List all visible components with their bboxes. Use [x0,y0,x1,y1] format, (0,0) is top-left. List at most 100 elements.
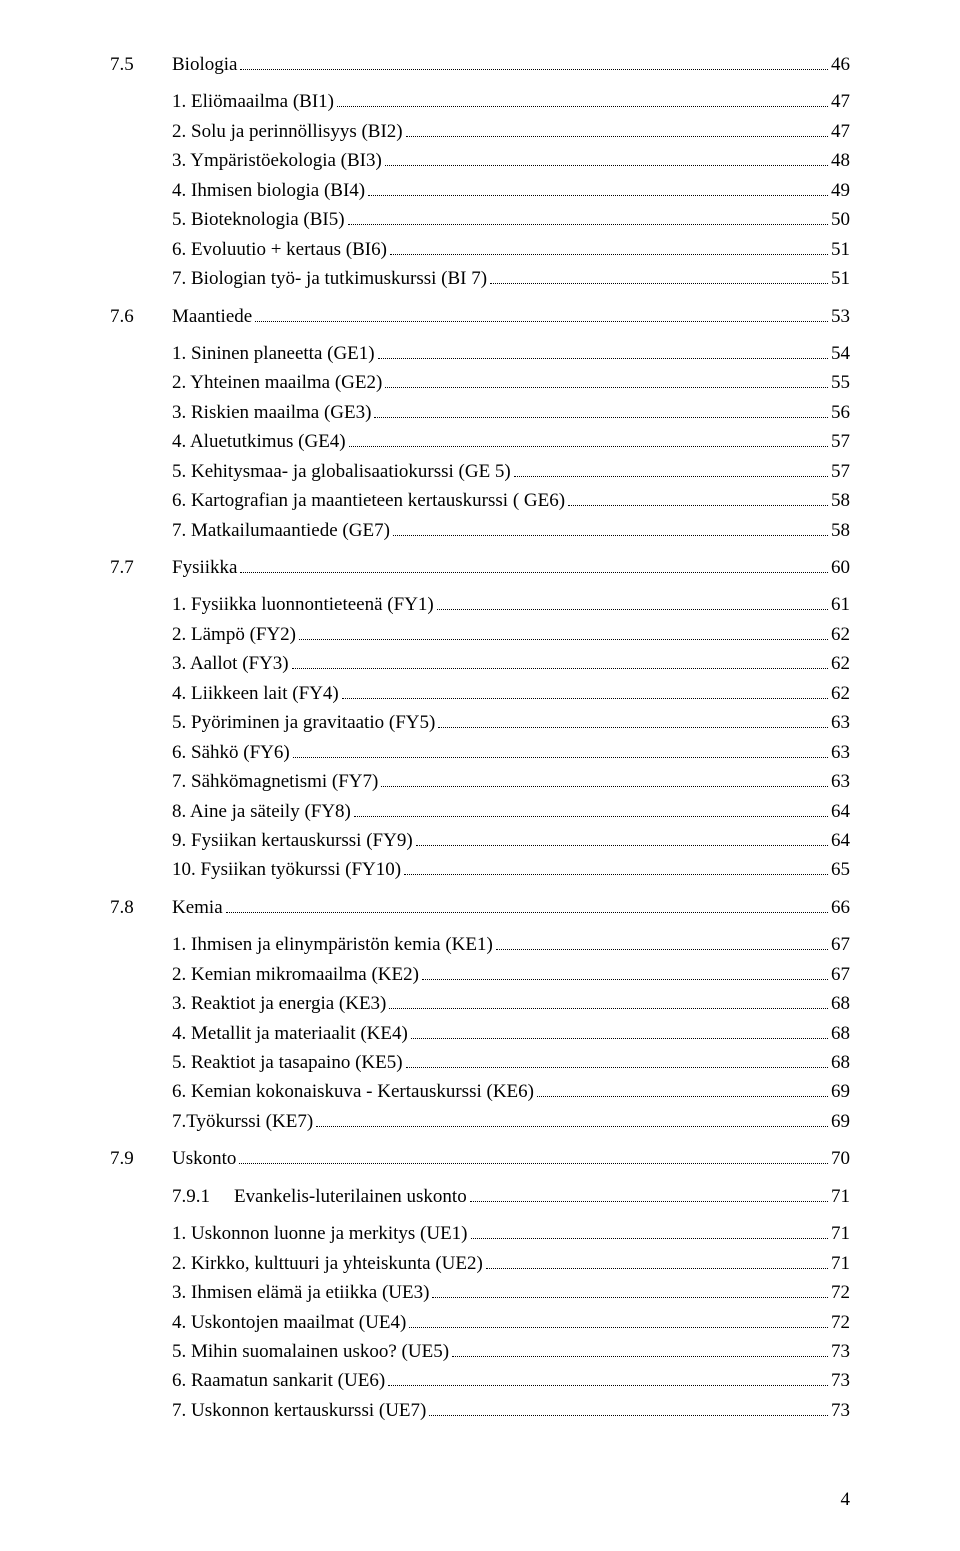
toc-section: 7.9Uskonto 70 [110,1144,850,1173]
toc-item-page: 68 [831,1019,850,1048]
leader-dots [452,1356,828,1357]
toc-item: 6. Kemian kokonaiskuva - Kertauskurssi (… [172,1077,850,1106]
toc-item-label: 5. Kehitysmaa- ja globalisaatiokurssi (G… [172,457,511,486]
toc-item-label: 3. Reaktiot ja energia (KE3) [172,989,386,1018]
toc-item-label: 5. Bioteknologia (BI5) [172,205,345,234]
toc-section: 7.6Maantiede53 [110,302,850,331]
toc-item-page: 56 [831,398,850,427]
toc-section-page: 60 [831,553,850,582]
toc-item-label: 2. Yhteinen maailma (GE2) [172,368,382,397]
toc-item-label: 10. Fysiikan työkurssi (FY10) [172,855,401,884]
toc-item: 1. Fysiikka luonnontieteenä (FY1)61 [172,590,850,619]
toc-section: 7.7Fysiikka60 [110,553,850,582]
leader-dots [255,321,828,322]
leader-dots [385,387,828,388]
leader-dots [293,757,828,758]
toc-item-page: 58 [831,486,850,515]
spacer [110,885,850,893]
toc-item-page: 47 [831,87,850,116]
toc-item: 4. Liikkeen lait (FY4)62 [172,679,850,708]
toc-item-page: 63 [831,767,850,796]
toc-item-label: 7. Uskonnon kertauskurssi (UE7) [172,1396,426,1425]
toc-item: 7.Työkurssi (KE7)69 [172,1107,850,1136]
spacer [110,922,850,930]
toc-item-page: 63 [831,738,850,767]
toc-item: 5. Pyöriminen ja gravitaatio (FY5)63 [172,708,850,737]
toc-item: 2. Kirkko, kulttuuri ja yhteiskunta (UE2… [172,1249,850,1278]
toc-item: 1. Uskonnon luonne ja merkitys (UE1)71 [172,1219,850,1248]
toc-section-page: 70 [831,1144,850,1173]
toc-item-page: 57 [831,427,850,456]
toc-item: 3. Aallot (FY3)62 [172,649,850,678]
leader-dots [381,786,828,787]
toc-item: 5. Reaktiot ja tasapaino (KE5)68 [172,1048,850,1077]
leader-dots [471,1238,828,1239]
leader-dots [292,668,828,669]
toc-item: 1. Sininen planeetta (GE1)54 [172,339,850,368]
toc-item: 6. Raamatun sankarit (UE6)73 [172,1366,850,1395]
toc-subsection: 7.9.1Evankelis-luterilainen uskonto71 [172,1182,850,1211]
spacer [110,1211,850,1219]
toc-item-label: 5. Mihin suomalainen uskoo? (UE5) [172,1337,449,1366]
leader-dots [416,845,828,846]
toc-item-label: 5. Pyöriminen ja gravitaatio (FY5) [172,708,435,737]
leader-dots [385,165,828,166]
leader-dots [422,979,828,980]
page-number: 4 [110,1489,850,1511]
leader-dots [239,1163,828,1164]
toc-item-label: 8. Aine ja säteily (FY8) [172,797,351,826]
toc-item-page: 69 [831,1107,850,1136]
toc-item-label: 4. Aluetutkimus (GE4) [172,427,346,456]
toc-item-label: 1. Eliömaailma (BI1) [172,87,334,116]
leader-dots [342,698,828,699]
toc-item: 6. Evoluutio + kertaus (BI6)51 [172,235,850,264]
toc-item: 3. Riskien maailma (GE3)56 [172,398,850,427]
toc-item-page: 62 [831,620,850,649]
toc-item-page: 68 [831,1048,850,1077]
spacer [110,1136,850,1144]
toc-section-page: 53 [831,302,850,331]
toc-item-page: 72 [831,1278,850,1307]
toc-item: 7. Sähkömagnetismi (FY7)63 [172,767,850,796]
toc-item: 4. Ihmisen biologia (BI4)49 [172,176,850,205]
toc-subsection-label: 7.9.1Evankelis-luterilainen uskonto [172,1182,467,1211]
leader-dots [299,639,828,640]
toc-item-label: 2. Kemian mikromaailma (KE2) [172,960,419,989]
toc-item-page: 73 [831,1337,850,1366]
toc-item-label: 7. Matkailumaantiede (GE7) [172,516,390,545]
toc-item: 10. Fysiikan työkurssi (FY10) 65 [172,855,850,884]
toc-item: 4. Aluetutkimus (GE4) 57 [172,427,850,456]
toc-item: 3. Ihmisen elämä ja etiikka (UE3)72 [172,1278,850,1307]
toc-item-label: 6. Sähkö (FY6) [172,738,290,767]
toc-item-page: 54 [831,339,850,368]
leader-dots [240,572,828,573]
toc-item: 6. Kartografian ja maantieteen kertausku… [172,486,850,515]
toc-item-label: 3. Ympäristöekologia (BI3) [172,146,382,175]
toc-item-page: 71 [831,1219,850,1248]
toc-item-page: 65 [831,855,850,884]
toc-section: 7.8Kemia66 [110,893,850,922]
spacer [110,1174,850,1182]
toc-item-page: 49 [831,176,850,205]
toc-item-page: 68 [831,989,850,1018]
toc-item-page: 62 [831,649,850,678]
toc-item-label: 6. Evoluutio + kertaus (BI6) [172,235,387,264]
toc-item-label: 2. Solu ja perinnöllisyys (BI2) [172,117,403,146]
toc-item-label: 4. Liikkeen lait (FY4) [172,679,339,708]
toc-item: 4. Uskontojen maailmat (UE4)72 [172,1308,850,1337]
toc-item-page: 57 [831,457,850,486]
toc-item-page: 48 [831,146,850,175]
toc-item: 4. Metallit ja materiaalit (KE4)68 [172,1019,850,1048]
toc-item-page: 61 [831,590,850,619]
toc-section-page: 46 [831,50,850,79]
toc-item-page: 64 [831,797,850,826]
toc-item: 9. Fysiikan kertauskurssi (FY9)64 [172,826,850,855]
leader-dots [226,912,828,913]
toc-section-label: 7.9Uskonto [110,1144,236,1173]
toc-item-page: 50 [831,205,850,234]
leader-dots [390,254,828,255]
table-of-contents: 7.5Biologia461. Eliömaailma (BI1)472. So… [110,50,850,1425]
toc-item: 3. Reaktiot ja energia (KE3) 68 [172,989,850,1018]
leader-dots [368,195,828,196]
toc-item-page: 67 [831,930,850,959]
